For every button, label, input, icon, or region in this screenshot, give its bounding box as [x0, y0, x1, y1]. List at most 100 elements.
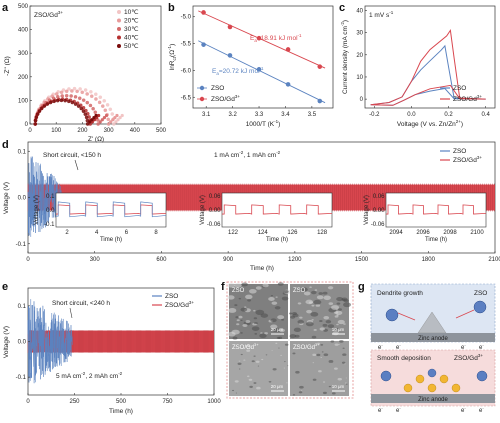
sem-image: ZSO 20 μm: [227, 282, 292, 340]
nyquist-point: [85, 92, 89, 96]
legend-label-zso-gd: ZSO/Gd3+: [453, 94, 482, 103]
x-tick-label: 300: [104, 128, 115, 134]
legend-label-zso: ZSO: [211, 85, 224, 92]
sem-texture: [289, 334, 297, 339]
sem-texture: [292, 394, 296, 396]
sem-texture: [318, 292, 323, 295]
legend-label: 40℃: [124, 35, 139, 42]
sem-texture: [270, 294, 274, 297]
sem-texture: [249, 289, 257, 294]
nyquist-point: [69, 94, 73, 98]
panel-g-anode-label: Zinc anode: [418, 336, 448, 342]
sem-texture: [287, 365, 289, 367]
sem-texture: [268, 297, 275, 301]
sem-texture: [322, 323, 328, 327]
sem-texture: [231, 389, 235, 392]
panel-a-y-ticks: 0 100 200 300 400 500: [18, 4, 32, 128]
panel-g-electrons-bottom: e- e- e- e-: [378, 405, 484, 414]
nyquist-point: [64, 89, 69, 94]
nyquist-point: [85, 100, 90, 105]
svg-text:e-: e-: [479, 405, 484, 414]
data-point: [227, 53, 233, 58]
svg-text:e-: e-: [378, 405, 383, 414]
nyquist-point: [109, 120, 113, 124]
panel-a-nyquist-data: [33, 86, 124, 126]
sem-texture: [303, 291, 311, 296]
sem-texture: [234, 304, 238, 307]
sem-texture: [255, 360, 260, 363]
nyquist-point: [70, 89, 74, 93]
nyquist-point: [113, 116, 117, 120]
sem-texture: [310, 290, 317, 295]
sem-texture: [328, 385, 332, 388]
data-point: [256, 35, 262, 41]
y-tick-label: 10: [356, 75, 363, 81]
sem-image: ZSO 10 μm: [289, 284, 352, 339]
panel-b-x-label: 1000/T (K-1): [246, 119, 281, 128]
sem-texture: [241, 282, 248, 287]
panel-b-y-label: lnRct(Ω-1): [167, 44, 177, 71]
sem-texture: [261, 358, 264, 361]
nyquist-point: [106, 117, 110, 122]
sem-texture: [283, 367, 286, 369]
x-tick-label: 3.2: [228, 112, 237, 118]
panel-g-arrow: [397, 312, 416, 321]
svg-text:e-: e-: [479, 342, 484, 351]
nyquist-point: [98, 120, 102, 124]
sem-texture: [323, 295, 331, 301]
sem-sample-label: ZSO/Gd3+: [232, 342, 259, 351]
nyquist-point: [90, 94, 94, 98]
sem-texture: [336, 302, 341, 305]
sem-texture: [334, 343, 339, 346]
inset-plot: 2 4 6 8 0.1 0.0 -0.1 Time (h) Voltage (V): [34, 192, 167, 243]
scale-bar-label: 20 μm: [271, 327, 284, 332]
sem-texture: [345, 377, 347, 379]
sem-texture: [290, 315, 296, 319]
sem-texture: [297, 302, 302, 305]
sem-texture: [298, 289, 302, 292]
sem-texture: [334, 367, 338, 370]
panel-f-frame: [226, 281, 354, 399]
sem-texture: [292, 352, 296, 355]
nyquist-point: [100, 118, 104, 122]
sem-texture: [237, 362, 242, 365]
inset-x-tick-label: 2: [65, 230, 69, 236]
inset-plot: 2094 2096 2098 2100 0.06 0.00 -0.06 Time (h) Vol…: [364, 192, 487, 243]
panel-e-x-ticks: 0 250 500 750 1000: [26, 393, 221, 405]
sem-texture: [336, 323, 339, 326]
sem-texture: [238, 297, 242, 300]
sem-texture: [265, 354, 268, 356]
x-tick-label: 2100: [488, 257, 500, 263]
nyquist-point: [91, 106, 95, 111]
nyquist-point: [83, 88, 88, 92]
sem-texture: [281, 318, 285, 321]
nyquist-point: [81, 98, 86, 102]
svg-text:e-: e-: [396, 342, 401, 351]
inset-x-tick-label: 122: [228, 230, 239, 236]
nyquist-point: [34, 115, 39, 120]
inset-x-tick-label: 126: [287, 230, 298, 236]
panel-label-b: b: [168, 2, 175, 14]
sem-texture: [246, 349, 251, 352]
sem-texture: [234, 346, 236, 348]
inset-x-tick-label: 4: [95, 230, 99, 236]
panel-g-anode-label: Zinc anode: [418, 397, 448, 403]
nyquist-point: [97, 100, 102, 105]
panel-f-sem-images: ZSO 20 μm ZSO 10 μm ZSO/Gd3+ 20 μm ZSO/Gd3+ 10 …: [226, 281, 354, 399]
inset-y-tick-label: -0.06: [371, 222, 385, 228]
panel-c-rate: 1 mV s-1: [369, 10, 394, 19]
nyquist-point: [73, 102, 78, 106]
nyquist-point: [77, 96, 82, 100]
panel-d-x-ticks: 0 300 600 900 1200 1500 1800 2100: [26, 251, 500, 263]
sem-texture: [271, 301, 278, 305]
sem-texture: [281, 296, 289, 301]
sem-texture: [251, 326, 260, 331]
legend-marker: [117, 44, 121, 48]
panel-a-frame: [29, 5, 162, 125]
sem-texture: [338, 343, 340, 345]
x-tick-label: 3.3: [255, 112, 264, 118]
sem-texture: [277, 282, 284, 286]
sem-texture: [298, 391, 303, 394]
panel-label-d: d: [2, 139, 9, 151]
